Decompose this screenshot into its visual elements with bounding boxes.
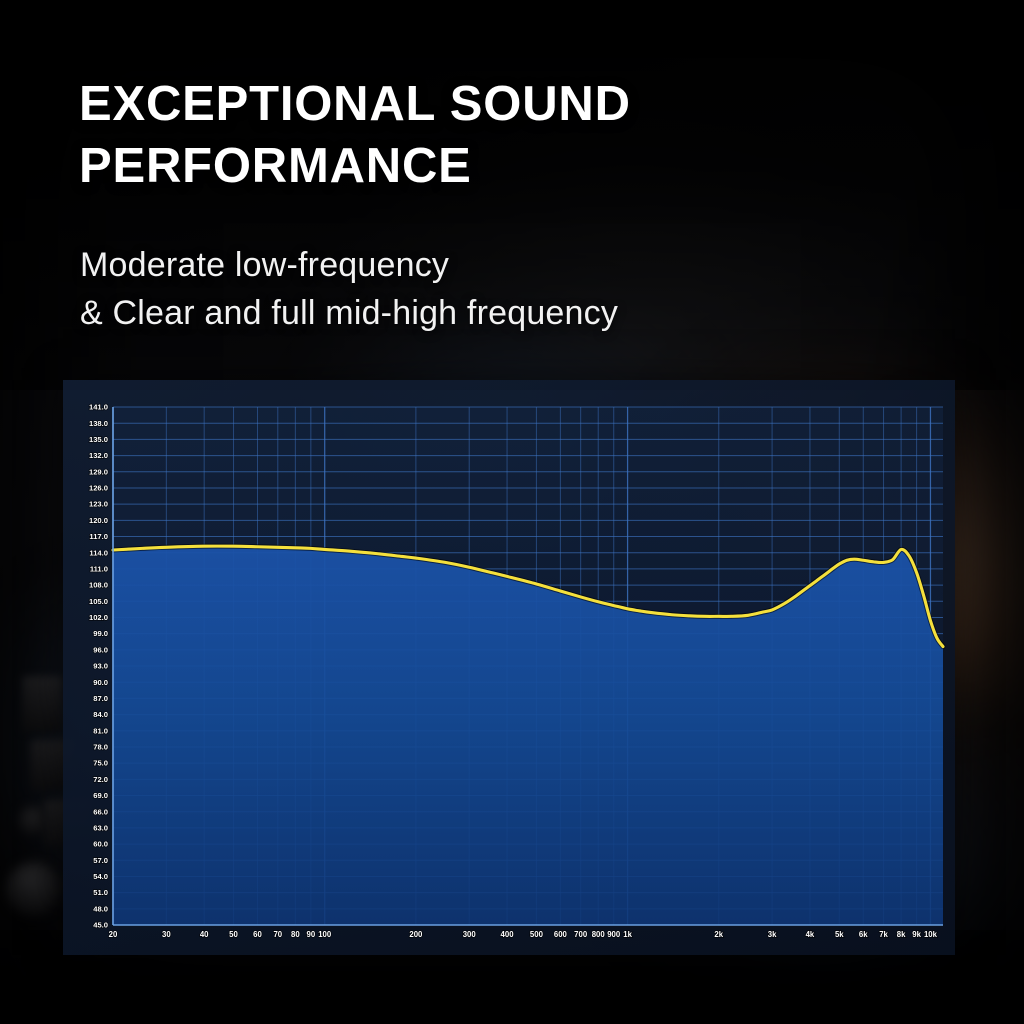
y-axis-tick-label: 123.0 [89, 500, 108, 509]
y-axis-tick-label: 117.0 [89, 532, 108, 541]
x-axis-tick-label: 20 [109, 930, 118, 939]
y-axis-tick-label: 60.0 [93, 840, 108, 849]
y-axis-tick-label: 135.0 [89, 435, 108, 444]
frequency-response-plot: 141.0 138.0 135.0 132.0 129.0 126.0 123.0 120.0… [88, 402, 946, 940]
mixer-knob-shape [6, 862, 60, 916]
y-axis-tick-label: 99.0 [93, 629, 108, 638]
background-top-scrim [0, 0, 1024, 390]
x-axis-tick-label: 9k [912, 930, 921, 939]
x-axis-tick-label: 60 [253, 930, 262, 939]
y-axis-tick-label: 48.0 [93, 904, 108, 913]
headline: EXCEPTIONAL SOUND PERFORMANCE [79, 73, 839, 197]
y-axis-tick-label: 138.0 [89, 419, 108, 428]
x-axis-tick-label: 40 [200, 930, 209, 939]
y-axis-tick-label: 72.0 [93, 775, 108, 784]
y-axis-tick-label: 141.0 [89, 403, 108, 412]
mixer-fader-shape [22, 676, 62, 732]
y-axis-tick-label: 63.0 [93, 823, 108, 832]
x-axis-tick-label: 90 [307, 930, 316, 939]
frequency-response-chart-panel: 141.0 138.0 135.0 132.0 129.0 126.0 123.0 120.0… [63, 380, 955, 955]
x-axis-tick-label: 100 [318, 930, 332, 939]
y-axis-tick-label: 93.0 [93, 662, 108, 671]
x-axis-tick-label: 800 [592, 930, 606, 939]
y-axis-tick-label: 51.0 [93, 888, 108, 897]
x-axis-tick-label: 6k [859, 930, 868, 939]
y-axis-tick-label: 102.0 [89, 613, 108, 622]
y-axis-tick-label: 54.0 [93, 872, 108, 881]
x-axis-tick-label: 4k [806, 930, 815, 939]
y-axis-tick-label: 45.0 [93, 921, 108, 930]
headline-line-2: PERFORMANCE [79, 139, 472, 193]
y-axis-tick-label: 57.0 [93, 856, 108, 865]
y-axis-tick-label: 78.0 [93, 743, 108, 752]
x-axis-tick-label: 7k [879, 930, 888, 939]
response-area-fill [113, 546, 943, 925]
x-axis-tick-labels: 20 30 40 50 60 70 80 90 100 200 300 400 500 600 700 800… [108, 929, 939, 940]
x-axis-tick-label: 3k [768, 930, 777, 939]
subheadline-line-1: Moderate low-frequency [80, 246, 450, 284]
x-axis-tick-label: 5k [835, 930, 844, 939]
x-axis-tick-label: 8k [897, 930, 906, 939]
y-axis-tick-label: 108.0 [89, 581, 108, 590]
x-axis-tick-label: 300 [463, 930, 477, 939]
x-axis-tick-label: 70 [273, 930, 282, 939]
y-axis-tick-label: 96.0 [93, 645, 108, 654]
y-axis-tick-label: 69.0 [93, 791, 108, 800]
x-axis-tick-label: 400 [501, 930, 515, 939]
x-axis-tick-label: 1k [623, 930, 632, 939]
x-axis-tick-label: 700 [574, 930, 588, 939]
y-axis-tick-label: 126.0 [89, 484, 108, 493]
x-axis-tick-label: 900 [607, 930, 621, 939]
x-axis-tick-label: 600 [554, 930, 568, 939]
y-axis-tick-label: 114.0 [89, 548, 108, 557]
y-axis-tick-label: 75.0 [93, 759, 108, 768]
y-axis-tick-labels: 141.0 138.0 135.0 132.0 129.0 126.0 123.0 120.0… [88, 402, 109, 931]
x-axis-tick-label: 500 [530, 930, 544, 939]
headline-line-1: EXCEPTIONAL SOUND [79, 77, 631, 131]
axis-lines [112, 407, 943, 926]
y-axis-tick-label: 132.0 [89, 451, 108, 460]
mixer-knob-shape [18, 806, 48, 836]
subheadline: Moderate low-frequency & Clear and full … [80, 241, 840, 337]
y-axis-tick-label: 84.0 [93, 710, 108, 719]
x-axis-tick-label: 200 [409, 930, 423, 939]
y-axis-tick-label: 129.0 [89, 467, 108, 476]
x-axis-tick-label: 30 [162, 930, 171, 939]
y-axis-tick-label: 66.0 [93, 807, 108, 816]
y-axis-tick-label: 87.0 [93, 694, 108, 703]
y-axis-tick-label: 120.0 [89, 516, 108, 525]
y-axis-tick-label: 90.0 [93, 678, 108, 687]
x-axis-tick-label: 10k [924, 930, 938, 939]
x-axis-tick-label: 2k [714, 930, 723, 939]
x-axis-tick-label: 80 [291, 930, 300, 939]
y-axis-tick-label: 111.0 [90, 564, 108, 573]
subheadline-line-2: & Clear and full mid-high frequency [80, 294, 619, 332]
x-axis-tick-label: 50 [229, 930, 238, 939]
y-axis-tick-label: 81.0 [93, 726, 108, 735]
y-axis-tick-label: 105.0 [89, 597, 108, 606]
response-curve [111, 544, 945, 649]
